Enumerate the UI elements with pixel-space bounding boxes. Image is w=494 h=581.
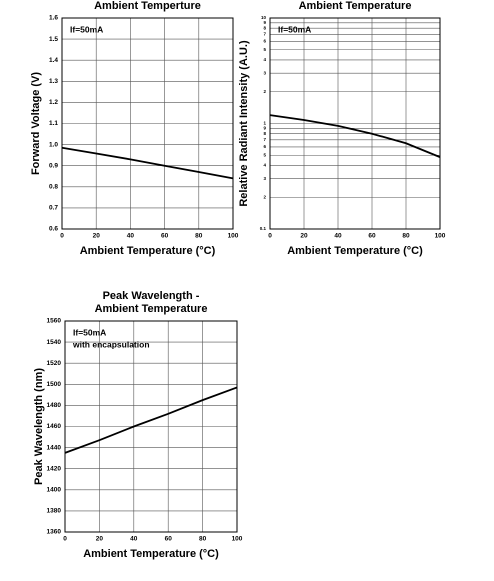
x-axis-label: Ambient Temperature (°C)	[80, 245, 216, 257]
x-tick-label: 60	[368, 233, 376, 240]
y-tick-label: 0.8	[49, 184, 58, 191]
y-tick-label: 1400	[47, 487, 62, 494]
y-tick-label: 1.2	[49, 99, 58, 106]
y-tick-label: 1	[263, 121, 266, 126]
x-tick-label: 40	[130, 536, 138, 543]
x-tick-label: 20	[93, 233, 101, 240]
annotation: If=50mA	[278, 24, 311, 34]
y-axis-label: Forward Voltage (V)	[30, 72, 42, 175]
y-tick-label: 1360	[47, 529, 62, 536]
y-tick-label: 9	[263, 20, 266, 25]
x-axis-label: Ambient Temperature (°C)	[83, 548, 219, 560]
y-tick-label: 1.0	[49, 141, 58, 148]
plot-frame	[61, 17, 234, 230]
x-tick-label: 40	[127, 233, 135, 240]
plot-frame	[64, 320, 238, 533]
y-tick-label: 1540	[47, 339, 62, 346]
y-tick-label: 4	[263, 57, 266, 62]
x-tick-label: 100	[228, 233, 239, 240]
data-line	[269, 114, 441, 158]
y-tick-label: 1.4	[49, 57, 58, 64]
chart-title: Peak Wavelength -	[103, 290, 200, 302]
x-tick-label: 0	[60, 233, 64, 240]
x-tick-label: 100	[435, 233, 446, 240]
y-tick-label: 1.1	[49, 120, 58, 127]
x-tick-label: 80	[402, 233, 410, 240]
y-tick-label: 1.5	[49, 36, 58, 43]
y-tick-label: 2	[263, 194, 266, 199]
y-tick-label: 1560	[47, 318, 62, 325]
y-tick-label: 1520	[47, 360, 62, 367]
y-axis-label: Relative Radiant Intensity (A.U.)	[238, 40, 250, 207]
x-tick-label: 100	[232, 536, 243, 543]
data-line	[64, 386, 238, 454]
y-tick-label: 9	[263, 126, 266, 131]
x-tick-label: 80	[195, 233, 203, 240]
y-tick-label: 3	[263, 176, 266, 181]
y-tick-label: 8	[263, 131, 266, 136]
y-tick-label: 1.6	[49, 15, 58, 22]
y-tick-label: 1460	[47, 423, 62, 430]
x-tick-label: 80	[199, 536, 207, 543]
x-tick-label: 0	[63, 536, 67, 543]
y-tick-label: 0.7	[49, 205, 58, 212]
chart-title: Ambient Temperature	[95, 303, 208, 315]
y-tick-label: 1380	[47, 508, 62, 515]
x-tick-label: 40	[334, 233, 342, 240]
annotation: If=50mA	[70, 24, 103, 34]
y-tick-label: 7	[263, 137, 266, 142]
plot-frame	[269, 17, 441, 230]
y-tick-label: 2	[263, 89, 266, 94]
chart-title: Ambient Temperature	[299, 0, 412, 12]
y-tick-label: 0.1	[260, 226, 267, 231]
y-tick-label: 8	[263, 25, 266, 30]
y-tick-label: 3	[263, 70, 266, 75]
y-tick-label: 1480	[47, 402, 62, 409]
x-tick-label: 0	[268, 233, 272, 240]
y-tick-label: 5	[263, 47, 266, 52]
chart-title: Ambient Temperture	[94, 0, 201, 12]
y-tick-label: 6	[263, 144, 266, 149]
y-axis-label: Peak Wavelength (nm)	[33, 368, 45, 485]
y-tick-label: 0.6	[49, 226, 58, 233]
y-tick-label: 0.9	[49, 162, 58, 169]
y-tick-label: 1440	[47, 444, 62, 451]
y-tick-label: 4	[263, 163, 266, 168]
annotation: with encapsulation	[72, 339, 150, 349]
data-line	[61, 146, 234, 180]
y-tick-label: 10	[261, 15, 267, 20]
x-tick-label: 60	[165, 536, 173, 543]
x-tick-label: 20	[96, 536, 104, 543]
x-tick-label: 20	[300, 233, 308, 240]
x-axis-label: Ambient Temperature (°C)	[287, 245, 423, 257]
x-tick-label: 60	[161, 233, 169, 240]
y-tick-label: 6	[263, 39, 266, 44]
y-tick-label: 1500	[47, 381, 62, 388]
annotation: If=50mA	[73, 327, 106, 337]
y-tick-label: 7	[263, 32, 266, 37]
y-tick-label: 1.3	[49, 78, 58, 85]
y-tick-label: 1420	[47, 465, 62, 472]
y-tick-label: 5	[263, 152, 266, 157]
